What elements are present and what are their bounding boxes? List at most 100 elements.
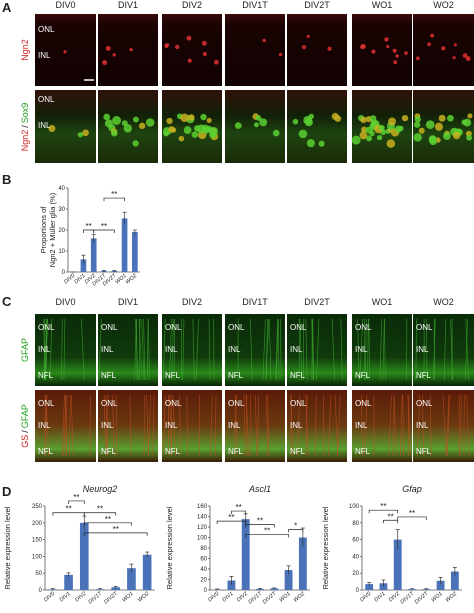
- layer-label: ONL: [355, 399, 372, 408]
- cell: [168, 126, 175, 133]
- x-tick-label: DIV1: [373, 591, 386, 603]
- cell: [203, 127, 210, 134]
- y-tick-label: 160: [197, 504, 208, 510]
- cell: [102, 60, 107, 65]
- layer-label: NFL: [416, 447, 432, 456]
- x-tick-label: DIV1T: [247, 591, 263, 606]
- cell: [360, 117, 366, 123]
- x-tick-label: WO1: [430, 591, 443, 604]
- cell: [303, 116, 312, 125]
- x-tick-label: WO1: [121, 591, 134, 604]
- layer-label: ONL: [355, 323, 372, 332]
- cell: [256, 115, 262, 121]
- y-axis-label: Proportions of: [39, 206, 48, 254]
- cell: [214, 60, 219, 65]
- bar: [91, 238, 97, 272]
- row-label: GFAP: [20, 338, 30, 362]
- significance-label: **: [380, 502, 386, 511]
- row-label-part: Ngn2: [20, 39, 30, 61]
- cell: [371, 50, 375, 54]
- significance-label: **: [73, 493, 79, 502]
- y-tick-label: 140: [197, 515, 208, 521]
- cell: [439, 115, 446, 122]
- cell: [443, 132, 451, 140]
- column-label: DIV2: [182, 297, 202, 307]
- x-tick-label: DIV1T: [399, 591, 415, 606]
- cell: [293, 119, 299, 125]
- cell: [103, 114, 110, 121]
- y-tick-label: 250: [32, 504, 43, 510]
- micrograph: [162, 14, 222, 86]
- micrograph: [287, 14, 347, 86]
- y-axis-label: Relative expression level: [165, 506, 174, 589]
- column-label: DIV2: [182, 0, 202, 10]
- y-tick-label: 50: [35, 571, 42, 577]
- bar: [132, 232, 138, 272]
- cell: [387, 139, 395, 147]
- panel-label: B: [2, 172, 11, 187]
- y-tick-label: 200: [32, 521, 43, 527]
- cell: [105, 119, 113, 127]
- x-tick-label: DIV2T: [262, 591, 278, 606]
- y-tick-label: 80: [200, 546, 207, 552]
- cell: [111, 130, 118, 137]
- micrograph: [413, 90, 474, 163]
- column-label: DIV2T: [304, 297, 330, 307]
- x-tick-label: WO2: [137, 591, 150, 604]
- column-label: DIV0: [55, 297, 75, 307]
- layer-label: ONL: [416, 323, 433, 332]
- x-tick-label: WO2: [293, 591, 306, 604]
- cell: [63, 50, 66, 53]
- cell: [200, 114, 206, 120]
- layer-label: ONL: [290, 399, 307, 408]
- cell: [328, 47, 332, 51]
- cell: [447, 115, 454, 122]
- cell: [132, 140, 138, 146]
- layer-label: NFL: [355, 447, 371, 456]
- y-tick-label: 60: [200, 557, 207, 563]
- layer-label: NFL: [416, 371, 432, 380]
- layer-label: INL: [228, 421, 241, 430]
- layer-label: INL: [38, 121, 51, 130]
- layer-label: NFL: [165, 447, 181, 456]
- cell: [163, 131, 168, 136]
- significance-label: **: [264, 527, 270, 536]
- cell: [299, 130, 308, 139]
- cell: [430, 34, 434, 38]
- layer-label: ONL: [38, 399, 55, 408]
- bar: [242, 519, 250, 590]
- x-tick-label: DIV1: [59, 591, 72, 603]
- column-label: WO1: [372, 0, 393, 10]
- cell: [441, 46, 445, 50]
- layer-label: NFL: [38, 371, 54, 380]
- significance-label: **: [101, 222, 107, 231]
- layer-label: ONL: [101, 399, 118, 408]
- cell: [129, 48, 132, 51]
- x-tick-label: DIV2T: [414, 591, 430, 606]
- y-axis-label: Relative expression level: [321, 506, 330, 589]
- significance-label: **: [409, 509, 415, 518]
- micrograph: [287, 90, 347, 163]
- cell: [366, 135, 372, 141]
- cell: [453, 56, 456, 59]
- x-tick-label: DIV2: [74, 591, 87, 603]
- layer-label: ONL: [290, 323, 307, 332]
- layer-label: NFL: [38, 447, 54, 456]
- y-tick-label: 40: [200, 567, 207, 573]
- layer-label: NFL: [228, 447, 244, 456]
- layer-label: ONL: [165, 323, 182, 332]
- cell: [188, 59, 192, 63]
- y-axis-label: Relative expression level: [3, 506, 12, 589]
- row-label-part: /: [20, 430, 30, 433]
- y-tick-label: 100: [197, 536, 208, 542]
- cell: [146, 118, 155, 127]
- chart-title: Ascl1: [248, 484, 271, 494]
- cell: [332, 113, 339, 120]
- cell: [426, 120, 435, 129]
- x-tick-label: WO2: [445, 591, 458, 604]
- cell: [377, 135, 382, 140]
- cell: [352, 136, 361, 145]
- y-tick-label: 0: [356, 588, 360, 594]
- y-tick-label: 40: [352, 554, 359, 560]
- layer-label: ONL: [165, 399, 182, 408]
